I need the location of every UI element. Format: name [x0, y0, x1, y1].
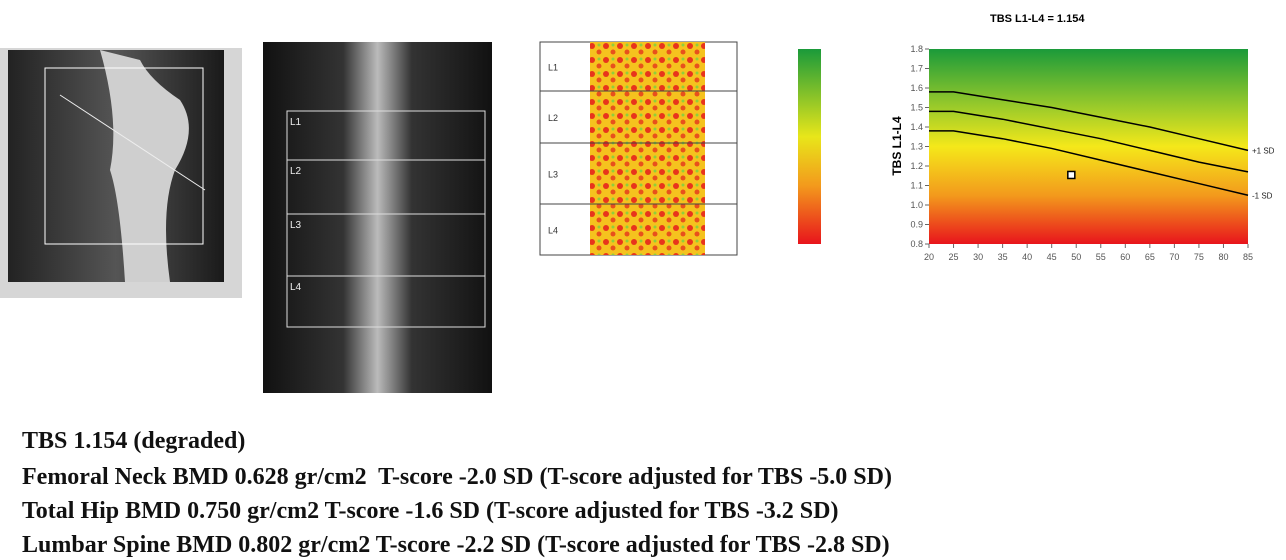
x-tick-label: 45: [1047, 252, 1057, 262]
report-line: Femoral Neck BMD 0.628 gr/cm2 T-score -2…: [22, 464, 892, 491]
vertebra-label: L4: [548, 226, 558, 236]
x-tick-label: 55: [1096, 252, 1106, 262]
x-tick-label: 50: [1071, 252, 1081, 262]
x-tick-label: 60: [1120, 252, 1130, 262]
x-tick-label: 75: [1194, 252, 1204, 262]
y-tick-label: 1.2: [910, 161, 923, 171]
vertebra-label: L2: [548, 113, 558, 123]
y-tick-label: 0.9: [910, 220, 923, 230]
plot-background: [929, 49, 1248, 244]
tbs-chart: TBS L1-L4 = 1.154 TBS L1-L4 0.8 0.9 1.0 1.1…: [886, 0, 1286, 280]
vertebra-label: L2: [290, 166, 302, 177]
report-line: TBS 1.154 (degraded): [22, 428, 245, 455]
y-tick-label: 1.7: [910, 64, 923, 74]
chart-title: TBS L1-L4 = 1.154: [990, 13, 1085, 25]
color-bar: [798, 49, 821, 244]
report-line: Total Hip BMD 0.750 gr/cm2 T-score -1.6 …: [22, 498, 838, 525]
vertebra-label: L3: [548, 170, 558, 180]
patient-point: [1068, 171, 1075, 178]
x-tick-label: 35: [998, 252, 1008, 262]
x-tick-label: 70: [1169, 252, 1179, 262]
y-tick-label: 1.1: [910, 181, 923, 191]
x-tick-label: 85: [1243, 252, 1253, 262]
vertebra-label: L1: [290, 117, 302, 128]
series-label: +1 SD: [1252, 146, 1275, 155]
y-tick-label: 1.8: [910, 44, 923, 54]
tbs-texture: [590, 42, 705, 255]
report-line: Lumbar Spine BMD 0.802 gr/cm2 T-score -2…: [22, 532, 890, 559]
x-tick-label: 30: [973, 252, 983, 262]
x-tick-label: 40: [1022, 252, 1032, 262]
y-tick-label: 1.5: [910, 103, 923, 113]
spine-image: [263, 42, 492, 393]
y-tick-label: 0.8: [910, 239, 923, 249]
x-tick-label: 80: [1218, 252, 1228, 262]
vertebra-label: L1: [548, 63, 558, 73]
x-tick-label: 65: [1145, 252, 1155, 262]
x-tick-label: 25: [949, 252, 959, 262]
series-label: -1 SD: [1252, 191, 1273, 200]
y-tick-label: 1.0: [910, 200, 923, 210]
page: L1 L2 L3 L4 L1 L2 L3 L4 TBS L1-L4 = 1.154 TBS …: [0, 0, 1286, 560]
y-tick-label: 1.3: [910, 142, 923, 152]
vertebra-label: L4: [290, 282, 302, 293]
y-axis-label: TBS L1-L4: [890, 116, 904, 176]
y-tick-label: 1.4: [910, 122, 923, 132]
x-tick-label: 20: [924, 252, 934, 262]
vertebra-label: L3: [290, 220, 302, 231]
y-tick-label: 1.6: [910, 83, 923, 93]
